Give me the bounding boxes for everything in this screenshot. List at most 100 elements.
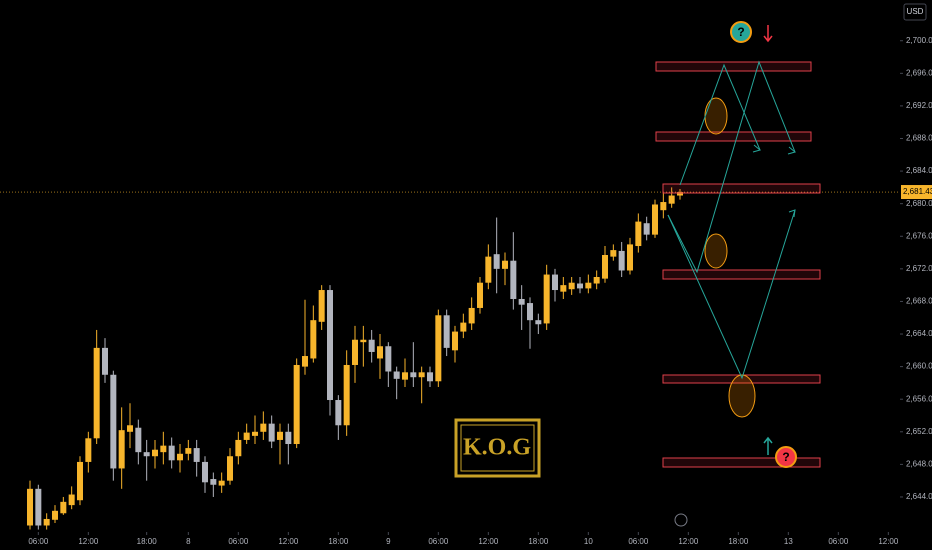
candle-body xyxy=(677,192,683,196)
candle-body xyxy=(352,339,358,365)
candle-body xyxy=(143,452,150,457)
candle-body xyxy=(385,346,392,372)
candle-body xyxy=(552,274,558,291)
watermark-inner xyxy=(460,424,535,472)
path-arrow xyxy=(667,209,796,380)
candle-body xyxy=(535,320,542,325)
y-tick-label: 2,688.00 xyxy=(906,134,932,143)
candle-body xyxy=(127,425,133,432)
x-tick-label: 10 xyxy=(584,537,593,546)
candle-body xyxy=(593,276,600,284)
y-tick-label: 2,696.00 xyxy=(906,68,932,77)
arrow-head xyxy=(788,209,796,218)
candle-body xyxy=(52,510,58,520)
y-tick-label: 2,652.00 xyxy=(906,427,932,436)
zone xyxy=(662,269,821,280)
y-tick-label: 2,684.00 xyxy=(906,166,932,175)
candle-body xyxy=(660,202,667,211)
x-tick-label: 8 xyxy=(186,537,191,546)
candle-body xyxy=(668,195,675,204)
x-tick-label: 18:00 xyxy=(528,537,549,546)
candle-body xyxy=(368,339,375,352)
icon-text: ? xyxy=(782,450,789,464)
candle-body xyxy=(377,346,383,359)
last-price-label: 2,681.43 xyxy=(903,187,932,196)
x-tick-label: 12:00 xyxy=(78,537,99,546)
path-arrow xyxy=(679,63,761,186)
x-tick-label: 06:00 xyxy=(28,537,49,546)
ellipse xyxy=(704,233,728,269)
arrow-head xyxy=(752,144,762,153)
candle-body xyxy=(202,461,208,483)
candle-body xyxy=(543,274,550,324)
candle-body xyxy=(268,423,275,442)
candle-body xyxy=(485,256,492,283)
candle-body xyxy=(318,290,325,322)
candle-body xyxy=(60,501,67,514)
y-tick-label: 2,660.00 xyxy=(906,362,932,371)
y-tick-label: 2,656.00 xyxy=(906,394,932,403)
candle-body xyxy=(135,427,142,453)
zone xyxy=(655,61,812,72)
x-tick-label: 12:00 xyxy=(678,537,699,546)
candle-body xyxy=(510,260,517,299)
candle-body xyxy=(418,372,425,378)
x-tick-label: 06:00 xyxy=(228,537,249,546)
candle-body xyxy=(177,453,183,461)
y-tick-label: 2,700.00 xyxy=(906,36,932,45)
candle-body xyxy=(193,448,200,462)
candle-body xyxy=(85,438,92,462)
candle-body xyxy=(110,374,117,469)
candle-body xyxy=(618,250,625,271)
watermark-box xyxy=(454,418,541,478)
y-tick-label: 2,672.00 xyxy=(906,264,932,273)
y-tick-label: 2,668.00 xyxy=(906,297,932,306)
candle-body xyxy=(118,430,125,469)
candle-body xyxy=(293,364,300,445)
candle-body xyxy=(218,480,225,486)
x-tick-label: 06:00 xyxy=(828,537,849,546)
candle-body xyxy=(393,371,400,379)
x-tick-label: 9 xyxy=(386,537,391,546)
candle-body xyxy=(243,432,250,440)
candle-body xyxy=(335,400,342,426)
watermark: K.O.G xyxy=(463,435,531,461)
y-tick-label: 2,692.00 xyxy=(906,101,932,110)
candle-body xyxy=(402,372,408,380)
candle-body xyxy=(493,254,500,269)
x-tick-label: 18:00 xyxy=(728,537,749,546)
candle-body xyxy=(277,431,283,440)
candle-body xyxy=(260,423,267,432)
candle-body xyxy=(327,290,333,401)
candle-body xyxy=(452,331,458,351)
candle-body xyxy=(235,439,242,457)
arrow-down xyxy=(763,25,773,43)
x-tick-label: 18:00 xyxy=(137,537,158,546)
candle-body xyxy=(602,255,608,279)
candle-body xyxy=(360,339,367,343)
arrow-head xyxy=(787,146,797,155)
x-tick-label: 18:00 xyxy=(328,537,349,546)
candle-body xyxy=(102,347,108,375)
candle-body xyxy=(410,372,417,378)
candle-body xyxy=(252,431,258,436)
y-tick-label: 2,648.00 xyxy=(906,459,932,468)
candle-body xyxy=(627,244,633,271)
zone xyxy=(655,131,812,142)
icon-question xyxy=(775,446,797,468)
candle-body xyxy=(43,518,50,526)
candle-body xyxy=(460,322,467,332)
candle-body xyxy=(568,282,575,290)
path-arrow xyxy=(667,60,796,274)
candle-body xyxy=(93,347,100,439)
paths xyxy=(667,60,797,380)
candle-body xyxy=(227,456,233,481)
candle-body xyxy=(310,320,317,359)
candle-body xyxy=(502,260,508,269)
candle-body xyxy=(285,431,292,445)
currency: USD xyxy=(907,7,924,16)
candle-body xyxy=(27,488,33,526)
candle-body xyxy=(652,204,658,235)
candle-body xyxy=(68,494,75,506)
